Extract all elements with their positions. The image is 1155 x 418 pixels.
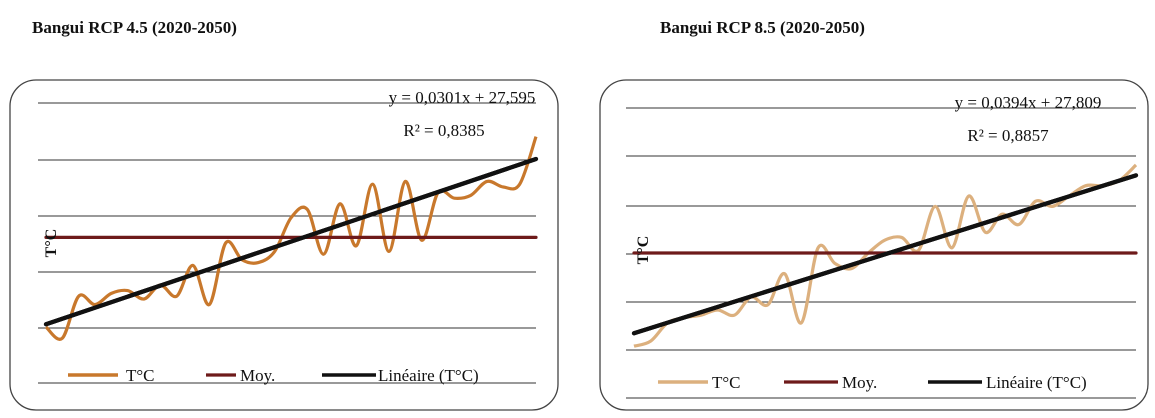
series-line-temperature [633, 163, 1138, 348]
legend-label: T°C [126, 366, 155, 385]
trendline-equation: y = 0,0301x + 27,595 [389, 88, 536, 107]
chart-title: Bangui RCP 8.5 (2020-2050) [660, 18, 865, 37]
chart-title: Bangui RCP 4.5 (2020-2050) [32, 18, 237, 37]
chart-rcp45: y = 0,0301x + 27,595 R² = 0,8385 T°C T°C Moy… [9, 79, 559, 411]
trendline [631, 173, 1139, 336]
y-axis-label: T°C [43, 229, 60, 258]
y-axis-label: T°C [635, 236, 652, 265]
chart-frame [9, 79, 559, 411]
trendline-r2: R² = 0,8385 [403, 121, 484, 140]
trendline [43, 156, 539, 327]
legend-label: T°C [712, 373, 741, 392]
legend-label: Moy. [240, 366, 275, 385]
chart-frame [599, 79, 1149, 411]
legend-label: Moy. [842, 373, 877, 392]
chart-panel-rcp85: Bangui RCP 8.5 (2020-2050) y = 0,0394x +… [572, 0, 1155, 418]
chart-panel-rcp45: Bangui RCP 4.5 (2020-2050) y = 0,0301x +… [0, 0, 570, 418]
chart-rcp85: y = 0,0394x + 27,809 R² = 0,8857 T°C T°C Moy… [599, 79, 1149, 411]
series-line-temperature [44, 136, 538, 341]
trendline-r2: R² = 0,8857 [967, 126, 1049, 145]
legend-label: Linéaire (T°C) [986, 373, 1087, 392]
trendline-equation: y = 0,0394x + 27,809 [955, 93, 1102, 112]
legend-label: Linéaire (T°C) [378, 366, 479, 385]
